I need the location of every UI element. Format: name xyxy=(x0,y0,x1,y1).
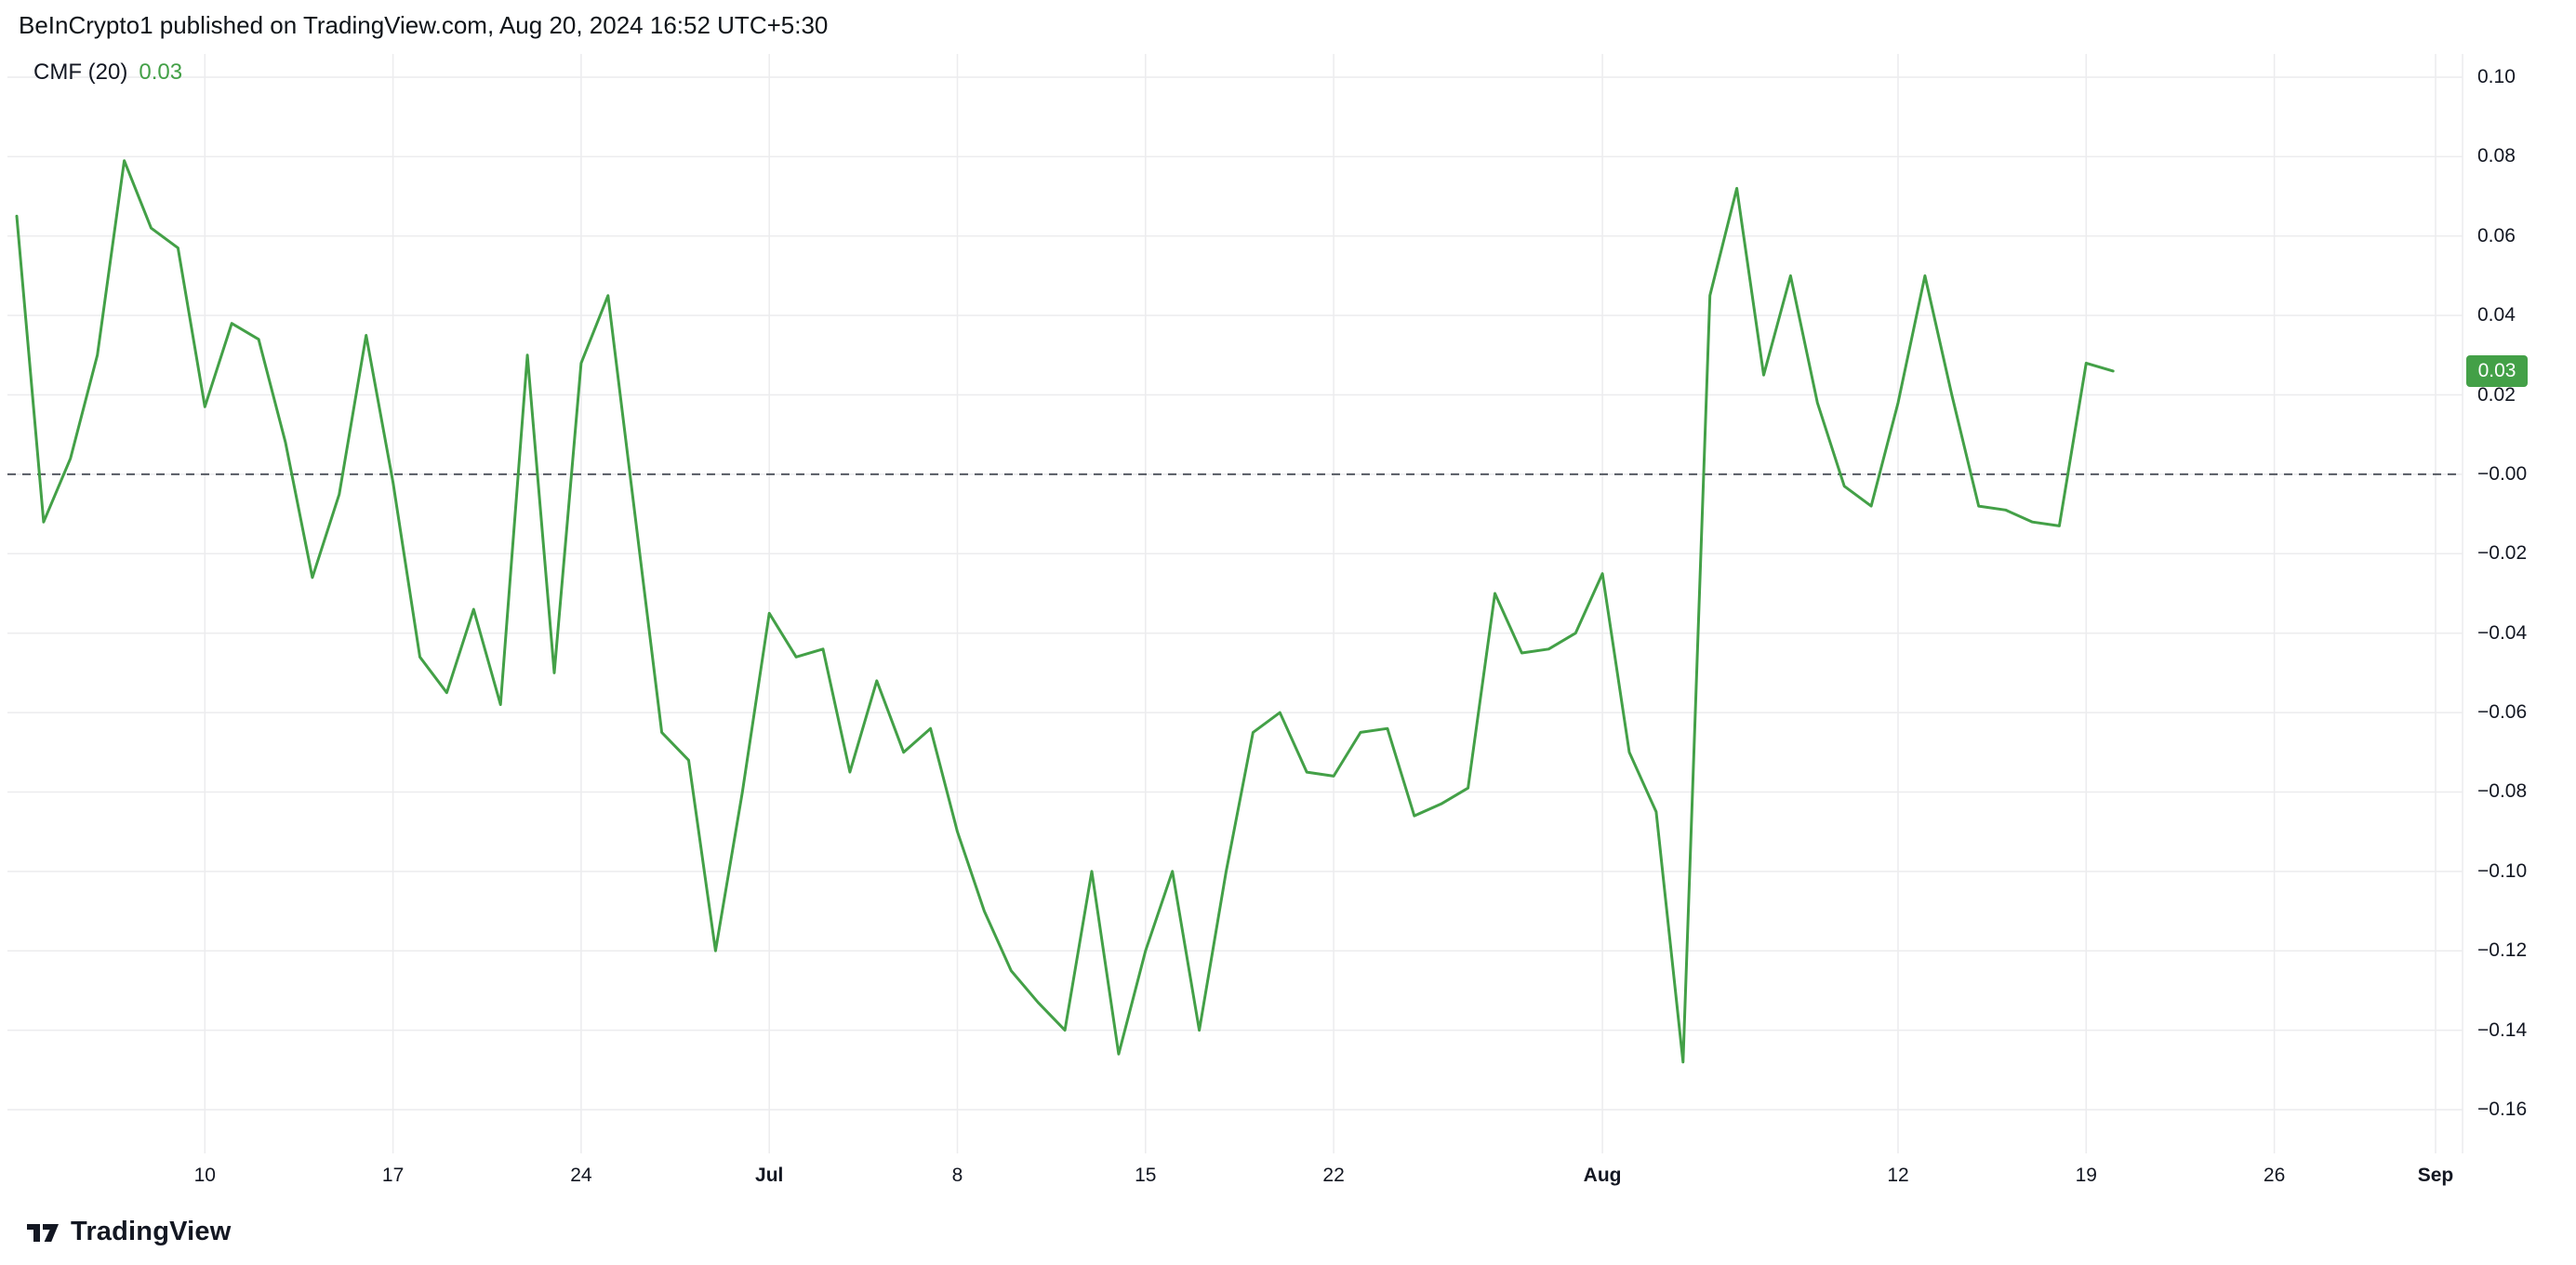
y-tick-label: −0.16 xyxy=(2477,1099,2528,1120)
y-tick-label: 0.06 xyxy=(2477,224,2516,246)
y-tick-label: 0.10 xyxy=(2477,66,2516,87)
tradingview-logo-icon xyxy=(26,1218,60,1246)
cmf-series-line xyxy=(15,159,2115,1064)
y-tick-label: −0.04 xyxy=(2477,621,2528,644)
y-tick-label: −0.14 xyxy=(2477,1019,2528,1041)
y-tick-label: −0.12 xyxy=(2477,939,2528,962)
indicator-name: CMF (20) xyxy=(33,60,128,85)
x-tick-label: 19 xyxy=(2075,1165,2097,1186)
x-tick-label: 26 xyxy=(2263,1165,2286,1186)
y-tick-label: 0.08 xyxy=(2477,145,2516,167)
y-tick-label: −0.10 xyxy=(2477,859,2528,882)
y-tick-label: −0.06 xyxy=(2477,701,2528,724)
y-tick-label: 0.02 xyxy=(2477,383,2516,406)
x-tick-label: Sep xyxy=(2417,1165,2454,1186)
indicator-value: 0.03 xyxy=(139,60,183,85)
tradingview-brand-label: TradingView xyxy=(71,1217,232,1246)
last-value-badge: 0.03 xyxy=(2466,354,2528,387)
x-tick-label: 10 xyxy=(193,1165,216,1186)
x-tick-label: 17 xyxy=(381,1165,405,1186)
attribution-text: BeInCrypto1 published on TradingView.com… xyxy=(19,11,829,39)
x-tick-label: 12 xyxy=(1887,1165,1909,1186)
x-tick-label: Jul xyxy=(755,1165,784,1186)
y-tick-label: −0.02 xyxy=(2477,542,2528,565)
y-tick-label: −0.00 xyxy=(2477,462,2528,485)
y-tick-label: −0.08 xyxy=(2477,780,2528,803)
x-tick-label: 24 xyxy=(570,1165,592,1186)
footer: TradingView xyxy=(26,1217,232,1247)
x-tick-label: Aug xyxy=(1583,1165,1622,1186)
indicator-legend: CMF (20) 0.03 xyxy=(33,60,182,86)
x-tick-label: 8 xyxy=(951,1165,963,1186)
x-tick-label: 15 xyxy=(1135,1165,1157,1186)
x-tick-label: 22 xyxy=(1322,1165,1345,1186)
y-tick-label: 0.04 xyxy=(2477,304,2516,326)
